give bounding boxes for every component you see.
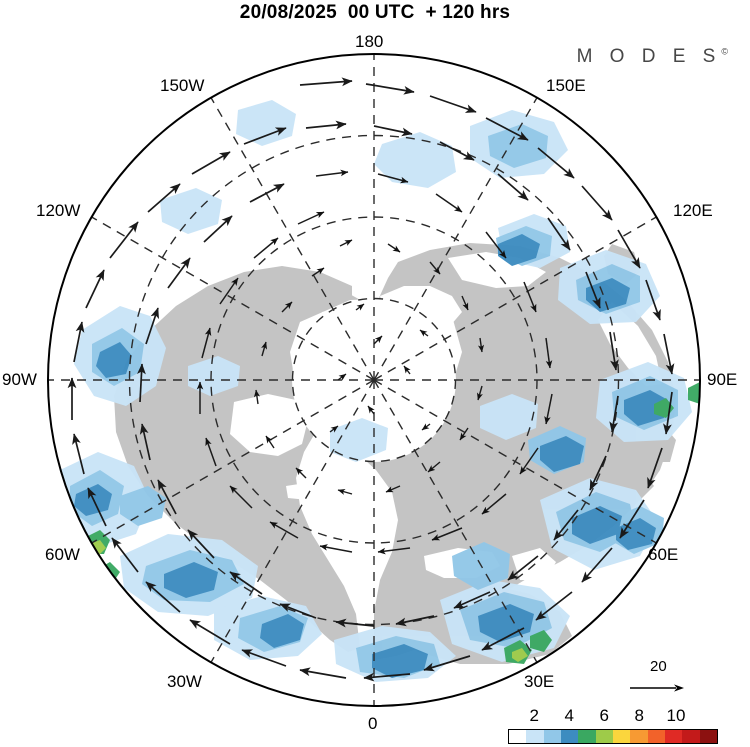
colorbar-tick-2: 2: [529, 706, 539, 725]
colorbar-segment-6: [612, 730, 631, 743]
colorbar-segment-10: [682, 730, 700, 743]
colorbar-segment-4: [578, 730, 596, 743]
lon-label-90w: 90W: [2, 370, 37, 389]
colorbar: [508, 729, 718, 744]
lon-label-60w: 60W: [45, 545, 80, 564]
colorbar-segment-0: [509, 730, 527, 743]
brand-text: M O D E S: [576, 46, 722, 67]
meridian-120W: [91, 216, 375, 381]
vector-scale-value: 20: [650, 658, 667, 675]
lon-label-180: 180: [355, 32, 384, 51]
colorbar-segment-2: [543, 730, 561, 743]
colorbar-tick-8: 8: [634, 706, 644, 725]
wind-vectors: [67, 77, 675, 682]
lon-label-150w: 150W: [160, 76, 205, 95]
map-content: [48, 54, 700, 706]
lon-label-0: 0: [368, 714, 378, 733]
lon-label-150e: 150E: [546, 76, 586, 95]
colorbar-segment-9: [664, 730, 683, 743]
lon-label-30e: 30E: [524, 672, 555, 691]
graticule: [48, 54, 700, 706]
lon-label-60e: 60E: [648, 545, 679, 564]
right-arrow-icon: [630, 684, 684, 692]
arctic-ocean: [290, 298, 462, 432]
meridian-150E: [373, 97, 538, 381]
vector-scale-key: 20: [628, 658, 738, 702]
colorbar-segment-3: [560, 730, 579, 743]
lon-label-30w: 30W: [167, 672, 202, 691]
colorbar-segment-11: [699, 730, 717, 743]
globe-boundary: [47, 53, 701, 707]
colorbar-ticks: 2 4 6 8 10: [508, 706, 718, 728]
colorbar-segment-7: [630, 730, 648, 743]
page-title: 20/08/2025 00 UTC + 120 hrs: [239, 2, 511, 23]
lon-label-90e: 90E: [707, 370, 738, 389]
colorbar-segment-1: [526, 730, 544, 743]
colorbar-tick-6: 6: [599, 706, 609, 725]
meridian-150W: [210, 97, 375, 381]
modes-brand-logo: M O D E S©: [577, 46, 728, 68]
meridian-30E: [373, 379, 538, 663]
colorbar-tick-4: 4: [564, 706, 574, 725]
meridian-60W: [91, 379, 375, 544]
meridian-120E: [373, 216, 657, 381]
colorbar-tick-10: 10: [666, 706, 686, 725]
shaded-field: [52, 100, 700, 682]
lon-label-120e: 120E: [673, 201, 713, 220]
colorbar-segment-8: [647, 730, 665, 743]
meridian-60E: [373, 379, 657, 544]
lon-label-120w: 120W: [36, 201, 81, 220]
copyright-mark: ©: [721, 46, 728, 57]
colorbar-segment-5: [595, 730, 613, 743]
meridian-30W: [210, 379, 375, 663]
